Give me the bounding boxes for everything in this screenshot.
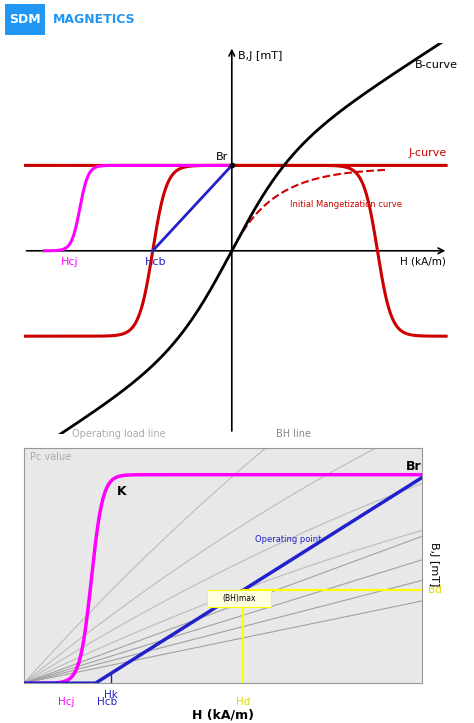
Text: Hk: Hk [104,690,118,700]
Text: Hd: Hd [236,697,250,707]
Text: B,J [mT]: B,J [mT] [238,51,283,61]
Text: Operating load line: Operating load line [72,429,165,440]
Bar [207,591,271,607]
Text: MAGNETICS: MAGNETICS [53,13,136,26]
Text: B,J [mT]: B,J [mT] [428,542,439,586]
Text: Bd: Bd [428,586,442,596]
Text: H (kA/m): H (kA/m) [400,257,446,267]
X-axis label: H (kA/m): H (kA/m) [192,709,254,722]
Text: B-curve: B-curve [415,60,458,70]
Text: (BH)max: (BH)max [222,594,255,603]
Bar [5,4,45,35]
Text: Hcj: Hcj [57,697,74,707]
Text: BH line: BH line [276,429,311,440]
Text: J-curve: J-curve [409,147,447,158]
Text: Hcb: Hcb [97,697,118,707]
Text: SDM: SDM [9,13,40,26]
Text: Br: Br [215,152,228,162]
Text: Initial Mangetization curve: Initial Mangetization curve [290,200,402,209]
Text: K: K [117,485,127,498]
Text: Br: Br [406,461,421,474]
Text: Hcj: Hcj [61,257,79,267]
Text: Operating point: Operating point [255,535,321,544]
Text: Hcb: Hcb [145,257,166,267]
Text: Pc value: Pc value [30,452,71,462]
